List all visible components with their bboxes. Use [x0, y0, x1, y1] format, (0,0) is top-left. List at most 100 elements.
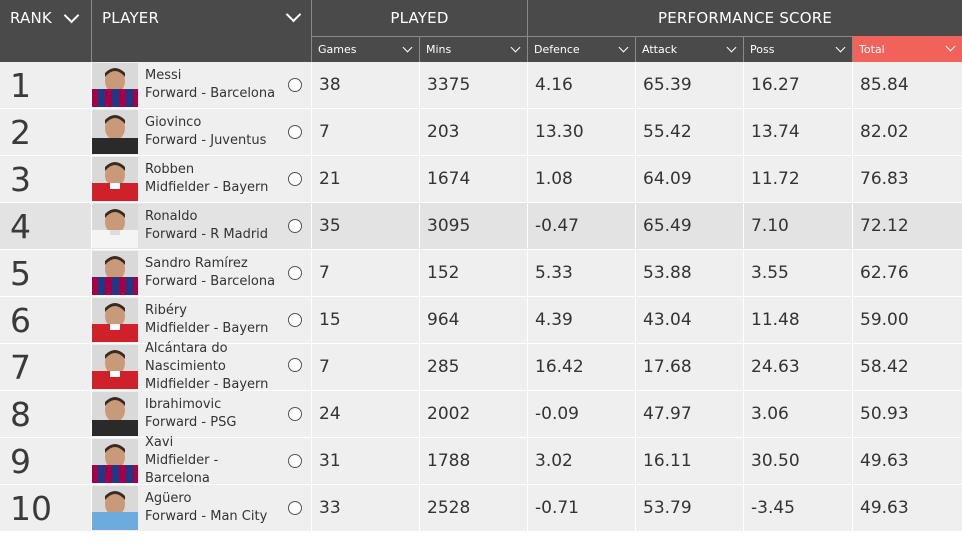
- table-row[interactable]: 2 Giovinco Forward - Juventus 7 203 13.30 55.4…: [0, 109, 962, 156]
- attack-cell: 53.79: [643, 498, 692, 518]
- mins-cell: 964: [427, 310, 460, 330]
- defence-cell: 4.16: [535, 75, 573, 95]
- player-photo: [92, 157, 138, 201]
- rank-number: 2: [10, 112, 31, 152]
- player-photo-icon: [92, 392, 138, 436]
- select-radio[interactable]: [288, 501, 302, 515]
- player-photo: [92, 392, 138, 436]
- poss-cell: 13.74: [751, 122, 800, 142]
- attack-cell: 47.97: [643, 404, 692, 424]
- select-radio[interactable]: [288, 266, 302, 280]
- table-row[interactable]: 5 Sandro Ramírez Forward - Barcelona 7 152 5.…: [0, 250, 962, 297]
- rank-number: 7: [10, 347, 31, 387]
- table-row[interactable]: 6 Ribéry Midfielder - Bayern 15 964 4.39 43.04…: [0, 297, 962, 344]
- defence-cell: 5.33: [535, 263, 573, 283]
- player-info: Ibrahimovic Forward - PSG: [145, 391, 285, 437]
- table-row[interactable]: 9 Xavi Midfielder - Barcelona 31 1788 3.02 16.…: [0, 435, 962, 486]
- player-header[interactable]: PLAYER: [92, 0, 311, 36]
- total-cell: 72.12: [860, 216, 909, 236]
- games-cell: 7: [319, 357, 330, 377]
- chevron-down-icon: [402, 42, 413, 53]
- player-name: Robben: [145, 162, 195, 177]
- select-radio[interactable]: [288, 407, 302, 421]
- total-cell: 62.76: [860, 263, 909, 283]
- defence-header[interactable]: Defence: [528, 36, 635, 62]
- select-radio[interactable]: [288, 125, 302, 139]
- games-cell: 24: [319, 404, 341, 424]
- chevron-down-icon: [510, 42, 521, 53]
- total-cell: 49.63: [860, 451, 909, 471]
- defence-cell: 16.42: [535, 357, 584, 377]
- player-info: Sandro Ramírez Forward - Barcelona: [145, 250, 285, 296]
- table-row[interactable]: 1 Messi Forward - Barcelona 38 3375 4.16 65.39…: [0, 62, 962, 109]
- attack-cell: 17.68: [643, 357, 692, 377]
- player-role: Midfielder - Bayern: [145, 321, 269, 336]
- player-role: Midfielder - Bayern: [145, 180, 269, 195]
- games-cell: 31: [319, 451, 341, 471]
- player-name: Giovinco: [145, 115, 202, 130]
- player-role: Forward - Juventus: [145, 133, 267, 148]
- player-role: Midfielder - Bayern: [145, 377, 269, 392]
- rank-number: 9: [10, 441, 31, 481]
- mins-header-label: Mins: [426, 43, 452, 56]
- rank-header[interactable]: RANK: [0, 0, 91, 36]
- player-name: Ibrahimovic: [145, 397, 222, 412]
- select-radio[interactable]: [288, 172, 302, 186]
- player-photo: [92, 204, 138, 248]
- player-role: Forward - PSG: [145, 415, 237, 430]
- rank-number: 8: [10, 394, 31, 434]
- mins-cell: 3095: [427, 216, 471, 236]
- table-row[interactable]: 3 Robben Midfielder - Bayern 21 1674 1.08 64.0…: [0, 156, 962, 203]
- poss-cell: 3.06: [751, 404, 789, 424]
- poss-cell: 16.27: [751, 75, 800, 95]
- player-role: Forward - Barcelona: [145, 86, 276, 101]
- attack-header[interactable]: Attack: [636, 36, 743, 62]
- defence-cell: -0.09: [535, 404, 579, 424]
- played-header-label: PLAYED: [390, 9, 449, 27]
- mins-cell: 285: [427, 357, 460, 377]
- chevron-down-icon: [285, 6, 302, 23]
- games-header[interactable]: Games: [312, 36, 419, 62]
- player-info: Robben Midfielder - Bayern: [145, 156, 285, 202]
- select-radio[interactable]: [288, 313, 302, 327]
- poss-cell: 7.10: [751, 216, 789, 236]
- chevron-down-icon: [945, 41, 956, 52]
- table-row[interactable]: 7 Alcántara do Nascimiento Midfielder - Ba…: [0, 341, 962, 392]
- attack-cell: 65.39: [643, 75, 692, 95]
- table-row[interactable]: 8 Ibrahimovic Forward - PSG 24 2002 -0.09 47.9…: [0, 391, 962, 438]
- player-photo-icon: [92, 110, 138, 154]
- player-photo: [92, 63, 138, 107]
- player-photo-icon: [92, 298, 138, 342]
- select-radio[interactable]: [288, 78, 302, 92]
- player-name: Ronaldo: [145, 209, 198, 224]
- rank-number: 6: [10, 300, 31, 340]
- poss-cell: 24.63: [751, 357, 800, 377]
- player-photo-icon: [92, 486, 138, 530]
- player-photo-icon: [92, 251, 138, 295]
- games-cell: 35: [319, 216, 341, 236]
- player-name: Xavi: [145, 435, 174, 450]
- total-header[interactable]: Total: [853, 36, 962, 62]
- defence-header-label: Defence: [534, 43, 580, 56]
- mins-header[interactable]: Mins: [420, 36, 527, 62]
- attack-header-label: Attack: [642, 43, 678, 56]
- mins-cell: 152: [427, 263, 460, 283]
- select-radio[interactable]: [288, 219, 302, 233]
- select-radio[interactable]: [288, 358, 302, 372]
- player-name: Ribéry: [145, 303, 187, 318]
- defence-cell: 3.02: [535, 451, 573, 471]
- total-cell: 59.00: [860, 310, 909, 330]
- mins-cell: 2002: [427, 404, 471, 424]
- player-photo-icon: [92, 157, 138, 201]
- player-info: Agüero Forward - Man City: [145, 485, 285, 531]
- games-cell: 7: [319, 263, 330, 283]
- poss-header[interactable]: Poss: [744, 36, 852, 62]
- games-cell: 21: [319, 169, 341, 189]
- select-radio[interactable]: [288, 454, 302, 468]
- chevron-down-icon: [835, 42, 846, 53]
- total-cell: 82.02: [860, 122, 909, 142]
- table-row[interactable]: 10 Agüero Forward - Man City 33 2528 -0.71 53.…: [0, 485, 962, 532]
- table-row[interactable]: 4 Ronaldo Forward - R Madrid 35 3095 -0.47 65.…: [0, 203, 962, 250]
- player-info: Alcántara do Nascimiento Midfielder - Bay…: [145, 341, 285, 392]
- defence-cell: -0.71: [535, 498, 579, 518]
